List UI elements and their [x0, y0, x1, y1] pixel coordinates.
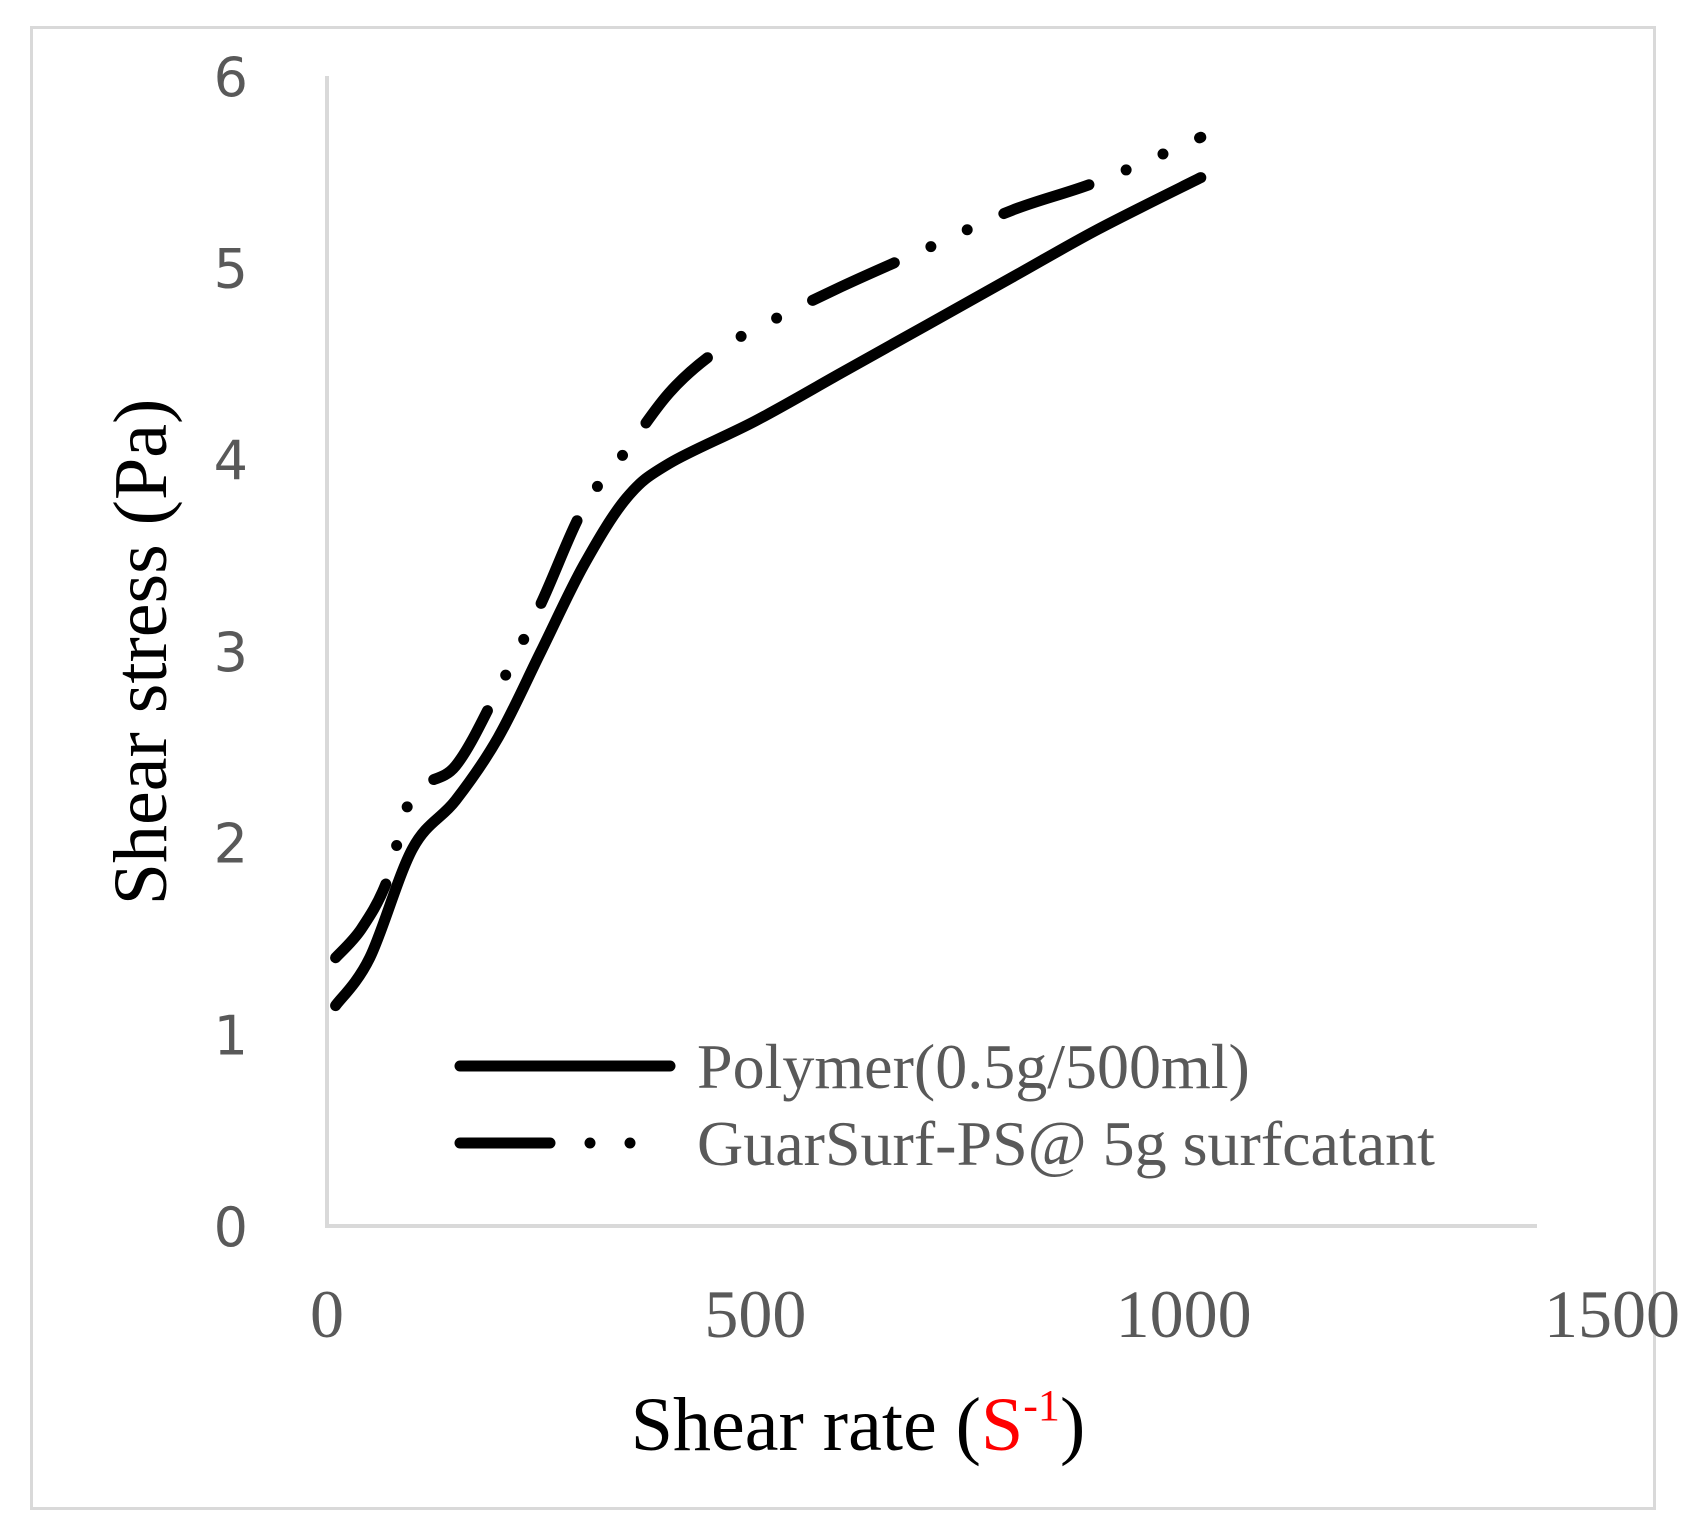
x-axis-title-unit: S — [981, 1383, 1023, 1467]
legend-label-guarsurf: GuarSurf-PS@ 5g surfcatant — [697, 1108, 1435, 1179]
chart-frame — [30, 26, 1656, 1510]
x-axis-title-prefix: Shear rate ( — [631, 1383, 981, 1467]
y-tick-labels: 0 1 2 3 4 5 6 — [214, 46, 248, 1259]
y-tick-label: 5 — [214, 238, 248, 301]
y-tick-label: 3 — [214, 621, 248, 684]
series-line-guarsurf — [330, 131, 1207, 964]
series-line-polymer — [330, 172, 1207, 1012]
y-tick-label: 6 — [214, 46, 248, 109]
y-tick-label: 1 — [214, 1004, 248, 1067]
y-tick-label: 4 — [214, 429, 248, 492]
x-axis-title-exponent: -1 — [1023, 1381, 1060, 1430]
y-axis-title: Shear stress (Pa) — [99, 399, 183, 906]
x-tick-label: 1500 — [1544, 1276, 1680, 1352]
x-tick-labels: 0 500 1000 1500 — [310, 1276, 1680, 1352]
series-layer — [330, 131, 1207, 1012]
x-axis-title-suffix: ) — [1060, 1383, 1085, 1467]
legend-label-polymer: Polymer(0.5g/500ml) — [697, 1031, 1250, 1102]
y-tick-label: 2 — [214, 813, 248, 876]
x-tick-label: 1000 — [1116, 1276, 1252, 1352]
y-tick-label: 0 — [214, 1196, 248, 1259]
axes — [325, 76, 1537, 1228]
legend: Polymer(0.5g/500ml) GuarSurf-PS@ 5g surf… — [454, 1031, 1435, 1179]
x-tick-label: 500 — [704, 1276, 806, 1352]
x-tick-label: 0 — [310, 1276, 344, 1352]
x-axis-title: Shear rate (S-1) — [631, 1381, 1086, 1467]
